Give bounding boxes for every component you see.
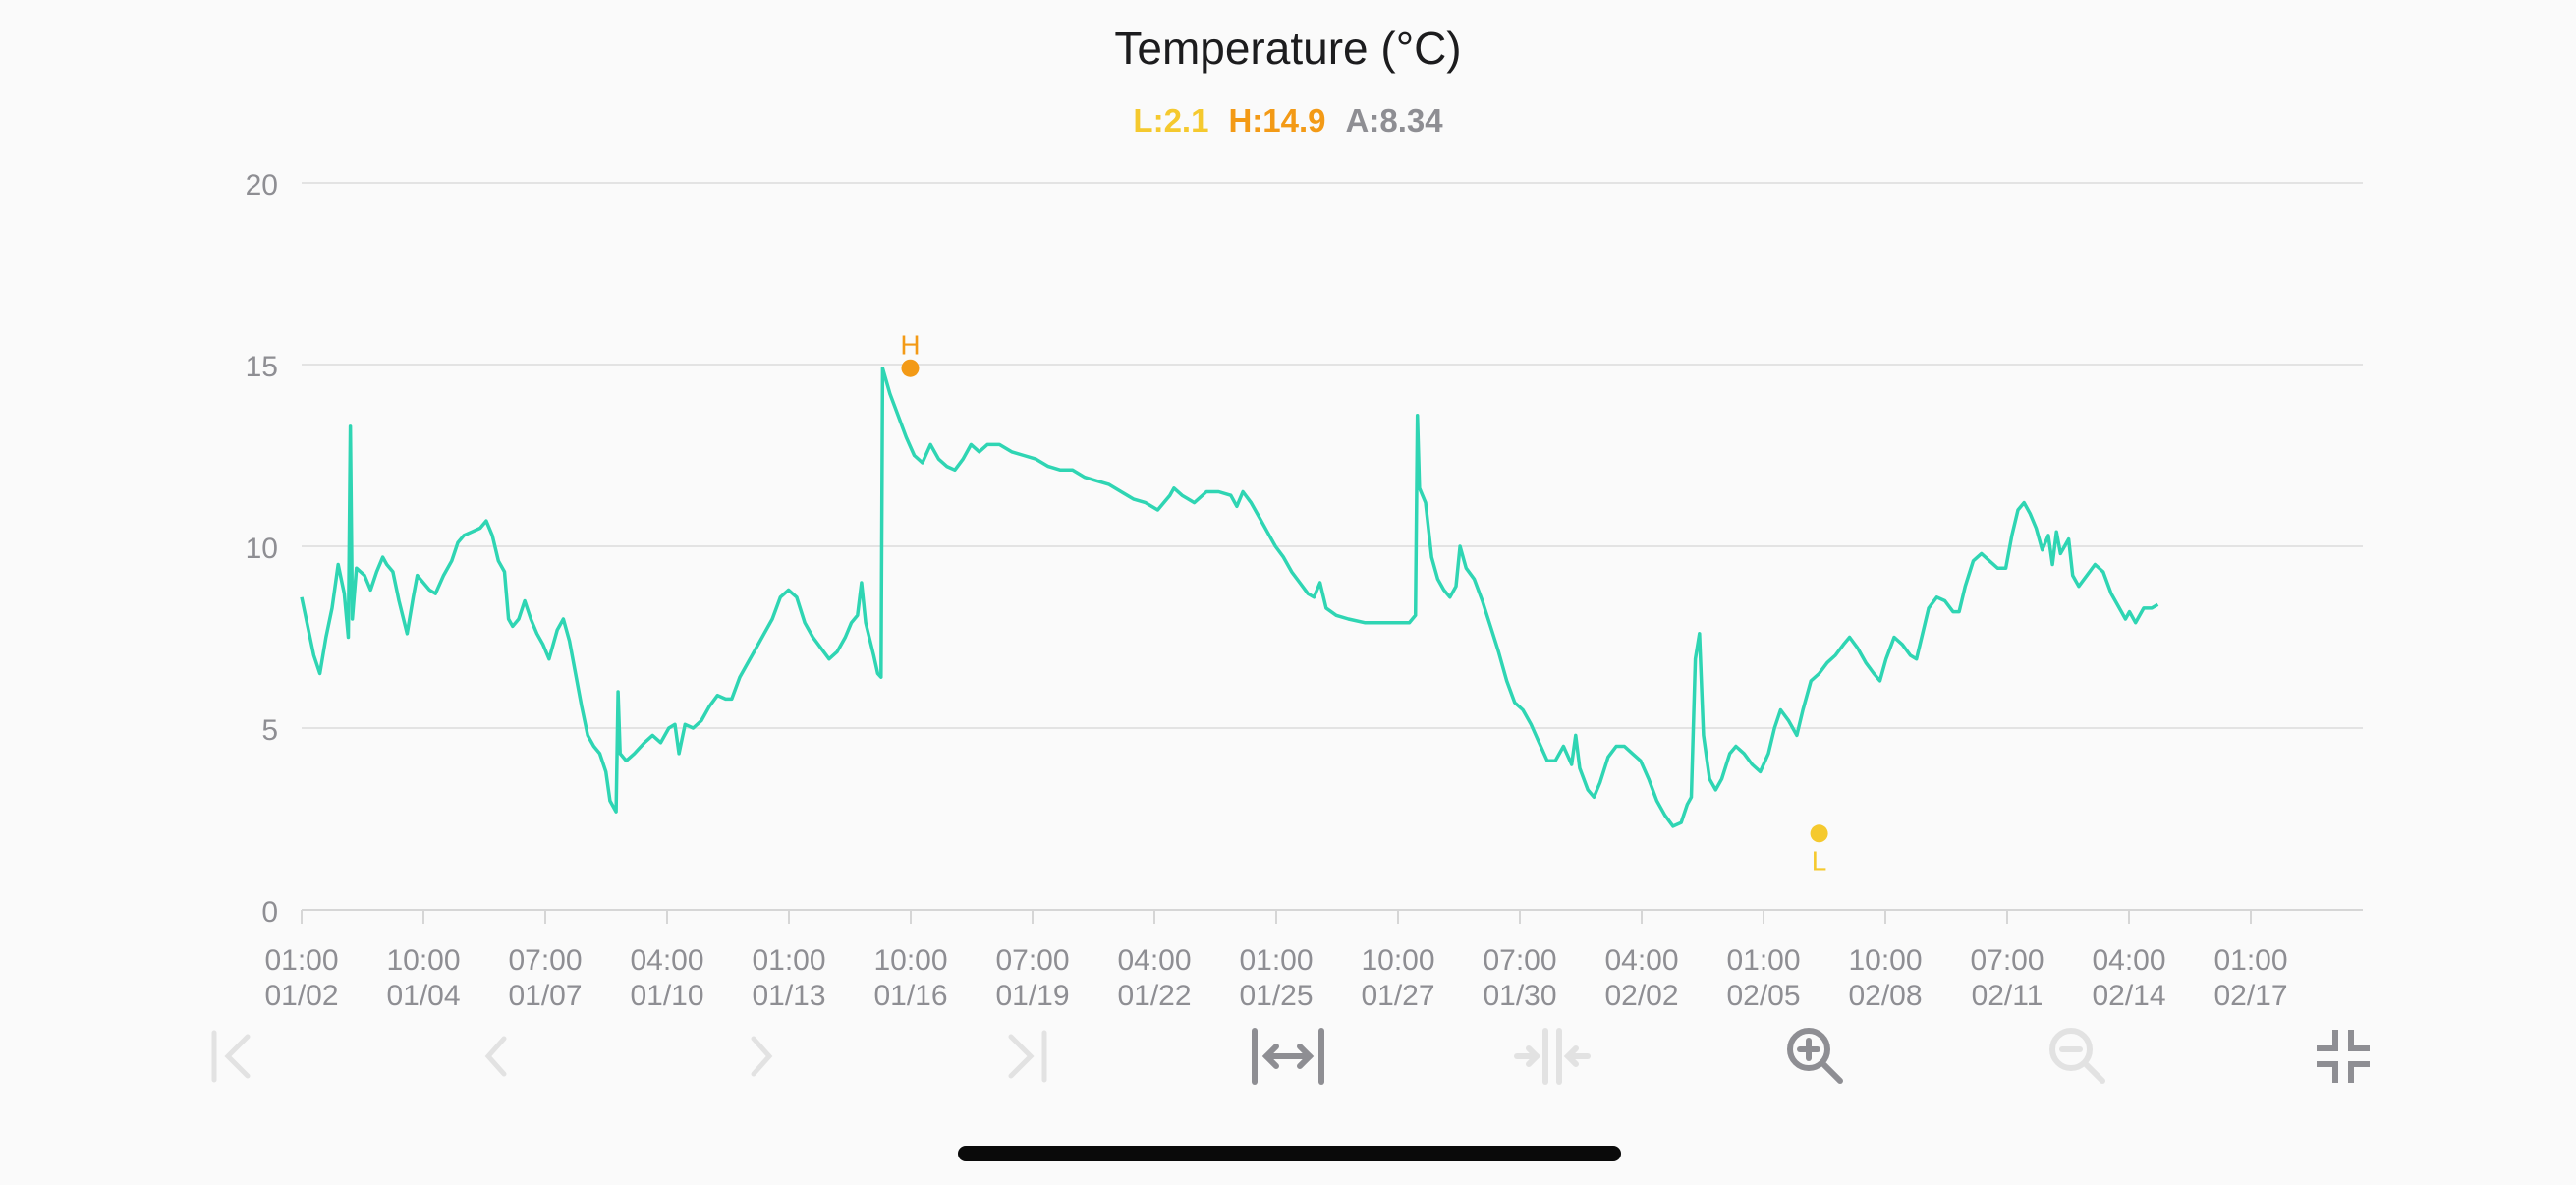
collapse-horizontal-icon [1514, 1028, 1591, 1085]
x-tick-label-time: 07:00 [995, 944, 1069, 977]
collapse-corners-icon [2317, 1030, 2370, 1083]
y-tick-label: 15 [246, 351, 278, 383]
x-tick-label-date: 01/07 [508, 980, 582, 1012]
x-tick-label-date: 01/19 [995, 980, 1069, 1012]
low-marker-label: L [1812, 845, 1827, 875]
temperature-series-line [300, 366, 2159, 828]
y-tick-label: 20 [246, 169, 278, 201]
low-point-marker [1810, 824, 1828, 843]
x-tick-label-time: 01:00 [2213, 944, 2287, 977]
x-tick-label-date: 01/02 [264, 980, 338, 1012]
zoom-out-icon [2049, 1028, 2105, 1084]
chart-toolbar [0, 1012, 2576, 1100]
zoom-in-icon [1787, 1028, 1843, 1084]
chart-title: Temperature (°C) [1114, 23, 1462, 74]
fit-range-button[interactable] [1234, 1012, 1342, 1100]
x-tick-label-time: 01:00 [264, 944, 338, 977]
x-tick-label-time: 07:00 [1483, 944, 1556, 977]
zoom-in-button[interactable] [1762, 1012, 1870, 1100]
zoom-out-button[interactable] [2024, 1012, 2132, 1100]
x-tick-label-date: 02/02 [1604, 980, 1678, 1012]
high-stat: H:14.9 [1228, 102, 1326, 139]
x-tick-label-time: 10:00 [1361, 944, 1434, 977]
x-tick-label-date: 01/16 [873, 980, 947, 1012]
x-tick-label-time: 10:00 [873, 944, 947, 977]
x-tick-label-time: 10:00 [1848, 944, 1922, 977]
chevron-left-icon [484, 1036, 507, 1077]
x-tick-label-date: 01/04 [386, 980, 460, 1012]
x-tick-label-date: 01/27 [1361, 980, 1434, 1012]
x-tick-label-time: 01:00 [1726, 944, 1800, 977]
last-page-button[interactable] [971, 1012, 1079, 1100]
y-tick-label: 10 [246, 533, 278, 565]
collapse-range-button[interactable] [1498, 1012, 1606, 1100]
average-stat: A:8.34 [1345, 102, 1443, 139]
x-tick-label-time: 04:00 [1604, 944, 1678, 977]
y-tick-label: 5 [261, 714, 278, 747]
x-tick-label-time: 07:00 [508, 944, 582, 977]
high-marker-label: H [900, 330, 920, 361]
skip-to-end-icon [1008, 1030, 1047, 1083]
exit-fullscreen-button[interactable] [2289, 1012, 2397, 1100]
x-tick-label-date: 02/17 [2213, 980, 2287, 1012]
x-tick-label-date: 01/10 [630, 980, 703, 1012]
next-button[interactable] [707, 1012, 815, 1100]
x-tick-label-date: 01/30 [1483, 980, 1556, 1012]
previous-button[interactable] [442, 1012, 550, 1100]
x-tick-label-time: 04:00 [1117, 944, 1191, 977]
x-tick-label-date: 01/25 [1239, 980, 1313, 1012]
x-tick-label-time: 10:00 [386, 944, 460, 977]
low-stat: L:2.1 [1133, 102, 1209, 139]
first-page-button[interactable] [180, 1012, 288, 1100]
x-tick-label-time: 04:00 [2092, 944, 2165, 977]
x-tick-label-date: 01/13 [752, 980, 825, 1012]
x-tick-label-date: 02/05 [1726, 980, 1800, 1012]
x-tick-label-time: 07:00 [1970, 944, 2044, 977]
x-tick-label-date: 02/11 [1972, 980, 2044, 1012]
x-tick-label-date: 02/14 [2092, 980, 2165, 1012]
chevron-right-icon [751, 1036, 773, 1077]
home-indicator [958, 1146, 1621, 1161]
x-tick-label-time: 04:00 [630, 944, 703, 977]
x-tick-label-time: 01:00 [1239, 944, 1313, 977]
chart-stats: L:2.1 H:14.9 A:8.34 [0, 102, 2576, 140]
x-tick-label-date: 02/08 [1848, 980, 1922, 1012]
skip-to-start-icon [211, 1030, 251, 1083]
x-tick-label-time: 01:00 [752, 944, 825, 977]
high-point-marker [901, 359, 920, 377]
y-tick-label: 0 [261, 896, 278, 929]
x-tick-label-date: 01/22 [1117, 980, 1191, 1012]
expand-horizontal-icon [1252, 1028, 1324, 1085]
